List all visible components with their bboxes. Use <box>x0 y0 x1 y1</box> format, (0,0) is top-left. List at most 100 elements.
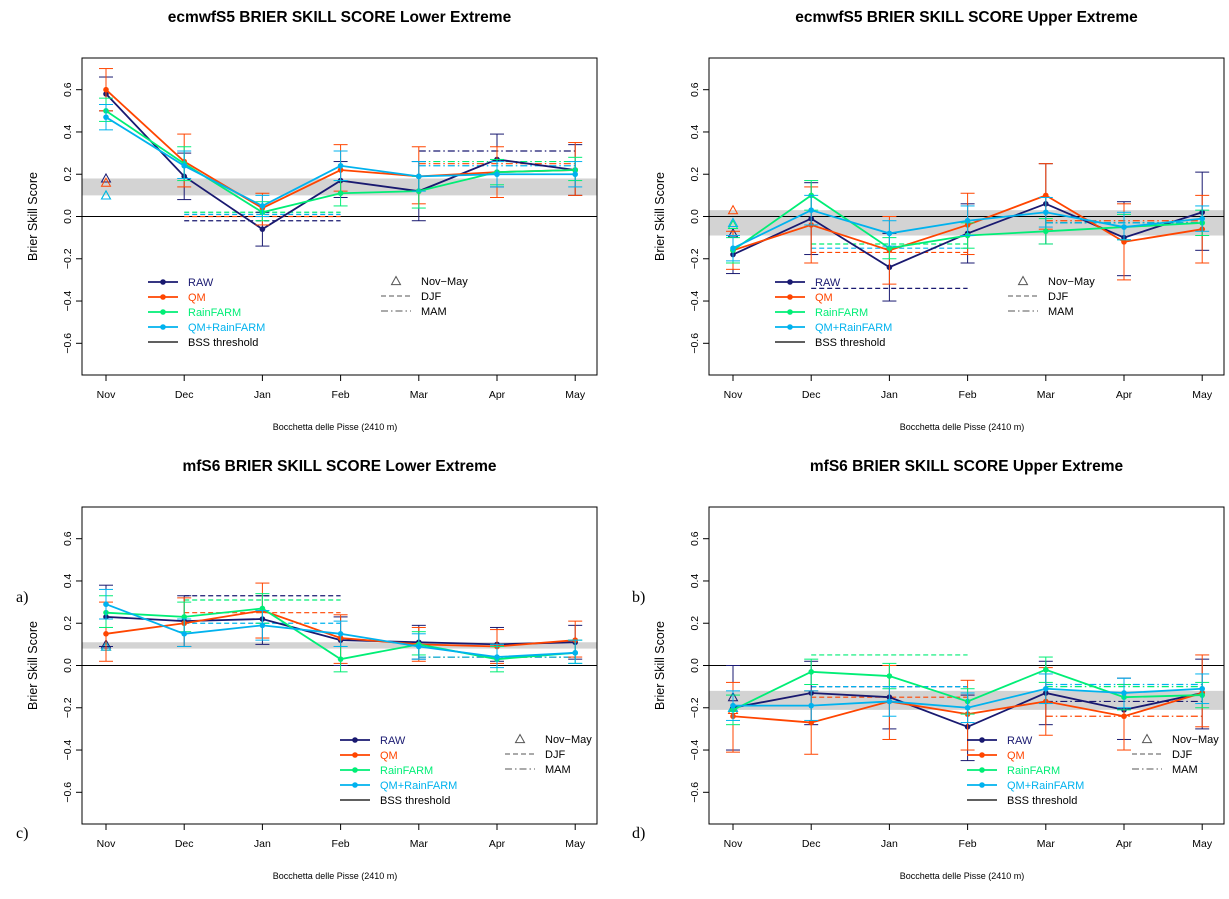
data-point <box>1043 209 1049 216</box>
x-tick-label: Jan <box>254 838 271 850</box>
legend-label: BSS threshold <box>380 795 450 807</box>
x-axis-label: Bocchetta delle Pisse (2410 m) <box>900 871 1025 881</box>
y-tick-label: 0.4 <box>689 125 701 140</box>
y-tick-label: −0.6 <box>689 782 701 803</box>
chart-title: ecmwfS5 BRIER SKILL SCORE Upper Extreme <box>795 9 1138 26</box>
data-point <box>886 698 893 705</box>
bss-threshold-band <box>82 642 597 649</box>
data-point <box>416 643 422 650</box>
legend-label: RAW <box>1007 735 1033 747</box>
y-tick-label: 0.4 <box>62 574 74 589</box>
x-tick-label: Jan <box>881 389 898 401</box>
x-tick-label: Nov <box>97 389 116 401</box>
legend-nov-may-marker <box>1017 275 1029 286</box>
chart-title: ecmwfS5 BRIER SKILL SCORE Lower Extreme <box>168 9 512 26</box>
x-tick-label: Mar <box>1037 838 1056 850</box>
legend-point <box>979 737 985 743</box>
y-tick-label: −0.6 <box>62 782 74 803</box>
legend-label: DJF <box>1172 749 1192 761</box>
chart-title: mfS6 BRIER SKILL SCORE Upper Extreme <box>810 458 1124 475</box>
legend-point <box>787 324 793 330</box>
legend-label: BSS threshold <box>1007 795 1077 807</box>
y-tick-label: −0.6 <box>689 333 701 354</box>
legend-point <box>160 324 166 330</box>
y-tick-label: −0.4 <box>689 740 701 761</box>
y-axis-label: Brier Skill Score <box>653 621 667 710</box>
x-axis-label: Bocchetta delle Pisse (2410 m) <box>273 871 398 881</box>
legend-label: DJF <box>1048 291 1068 303</box>
legend-label: RainFARM <box>1007 765 1060 777</box>
data-point <box>337 190 344 197</box>
x-tick-label: Apr <box>489 389 506 401</box>
data-point <box>259 226 266 232</box>
y-tick-label: 0.0 <box>62 209 74 224</box>
chart-panel-1: ecmwfS5 BRIER SKILL SCORE Lower Extreme 0… <box>16 9 598 606</box>
legend-point <box>352 752 358 758</box>
data-point <box>259 622 266 629</box>
y-tick-label: 0.2 <box>689 616 701 631</box>
data-point <box>337 162 344 169</box>
y-tick-label: 0.0 <box>689 209 701 224</box>
legend-point <box>787 309 793 315</box>
legend-label: RAW <box>815 277 841 289</box>
legend-label: QM <box>815 292 833 304</box>
y-tick-label: 0.4 <box>62 125 74 140</box>
x-tick-label: Feb <box>332 838 350 850</box>
data-point <box>259 605 266 612</box>
legend-label: RAW <box>380 735 406 747</box>
legend-point <box>787 294 793 300</box>
panel-label: c) <box>16 825 28 842</box>
data-point <box>103 86 109 93</box>
data-point <box>103 114 109 120</box>
data-point <box>730 702 736 709</box>
data-point <box>572 171 578 178</box>
legend: RAW QM RainFARM QM+RainFARM BSS threshold Nov… <box>148 275 468 349</box>
x-tick-label: Feb <box>332 389 350 401</box>
data-point <box>181 162 187 169</box>
legend-point <box>979 767 985 773</box>
legend-nov-may-marker <box>390 275 402 286</box>
legend-point <box>160 279 166 285</box>
nov-may-marker-qmrainfarm <box>100 189 112 200</box>
x-tick-label: Dec <box>802 389 821 401</box>
data-point <box>1043 228 1049 235</box>
legend-label: MAM <box>421 306 447 318</box>
x-tick-label: Mar <box>410 389 429 401</box>
legend-label: QM+RainFARM <box>1007 780 1084 792</box>
data-point <box>494 654 500 660</box>
x-axis-label: Bocchetta delle Pisse (2410 m) <box>900 422 1025 432</box>
bss-threshold-band <box>82 178 597 196</box>
series-qmrainfarm <box>726 194 1210 262</box>
legend-label: QM+RainFARM <box>815 322 892 334</box>
legend-label: QM+RainFARM <box>188 322 265 334</box>
y-tick-label: −0.4 <box>62 740 74 761</box>
legend-nov-may-marker <box>1141 733 1153 744</box>
x-axis-label: Bocchetta delle Pisse (2410 m) <box>273 422 398 432</box>
legend-label: MAM <box>1048 306 1074 318</box>
legend-point <box>787 279 793 285</box>
y-tick-label: −0.6 <box>62 333 74 354</box>
legend-label: Nov−May <box>1172 734 1219 746</box>
legend-label: QM <box>380 750 398 762</box>
y-axis-label: Brier Skill Score <box>653 172 667 261</box>
legend: RAW QM RainFARM QM+RainFARM BSS threshold Nov… <box>340 733 592 807</box>
series-qmrainfarm <box>99 103 583 217</box>
data-point <box>1121 239 1127 245</box>
legend-point <box>160 294 166 300</box>
legend-point <box>160 309 166 315</box>
y-tick-label: 0.6 <box>62 531 74 546</box>
x-tick-label: Jan <box>881 838 898 850</box>
legend-nov-may-marker <box>514 733 526 744</box>
data-point <box>808 669 814 675</box>
y-tick-label: −0.4 <box>62 291 74 312</box>
legend: RAW QM RainFARM QM+RainFARM BSS threshold Nov… <box>967 733 1219 807</box>
y-axis-label: Brier Skill Score <box>26 621 40 710</box>
nov-may-marker-qm <box>100 177 112 187</box>
data-point <box>808 207 814 213</box>
x-tick-label: Feb <box>959 389 977 401</box>
panel-label: b) <box>632 589 645 606</box>
y-tick-label: −0.2 <box>62 248 74 269</box>
legend-point <box>979 752 985 758</box>
y-tick-label: 0.6 <box>689 531 701 546</box>
